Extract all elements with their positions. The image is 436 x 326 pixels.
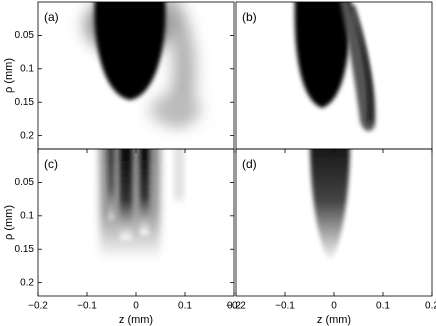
x-tick-label: −0.2 — [28, 301, 48, 312]
intensity-map-d — [310, 149, 350, 262]
x-tick-label: 0.2 — [227, 301, 241, 312]
y-tick-label: 0.2 — [20, 277, 34, 288]
intensity-map-b — [294, 2, 376, 131]
intensity-map-c — [100, 149, 183, 260]
panel-label: (a) — [44, 10, 59, 24]
y-tick-label: 0.15 — [15, 97, 35, 108]
y-tick-label: 0.15 — [15, 244, 35, 255]
y-tick-label: 0.05 — [15, 30, 35, 41]
x-tick-label: 0.1 — [376, 301, 390, 312]
panel-label: (d) — [242, 157, 257, 171]
panel-label: (b) — [242, 10, 257, 24]
x-tick-label: −0.2 — [226, 301, 246, 312]
y-axis-label: ρ (mm) — [3, 58, 15, 93]
y-tick-label: 0.1 — [20, 210, 34, 221]
y-axis-label: ρ (mm) — [3, 205, 15, 240]
x-tick-label: 0.2 — [425, 301, 436, 312]
x-tick-label: 0 — [331, 301, 337, 312]
x-axis-label: z (mm) — [317, 314, 351, 326]
y-tick-label: 0.2 — [20, 130, 34, 141]
y-tick-label: 0.1 — [20, 63, 34, 74]
intensity-map-a — [85, 2, 200, 125]
x-tick-label: −0.1 — [275, 301, 295, 312]
x-tick-label: 0.1 — [178, 301, 192, 312]
panel-label: (c) — [44, 157, 58, 171]
x-tick-label: −0.1 — [77, 301, 97, 312]
x-tick-label: 0 — [133, 301, 139, 312]
y-tick-label: 0.05 — [15, 177, 35, 188]
x-axis-label: z (mm) — [119, 314, 153, 326]
